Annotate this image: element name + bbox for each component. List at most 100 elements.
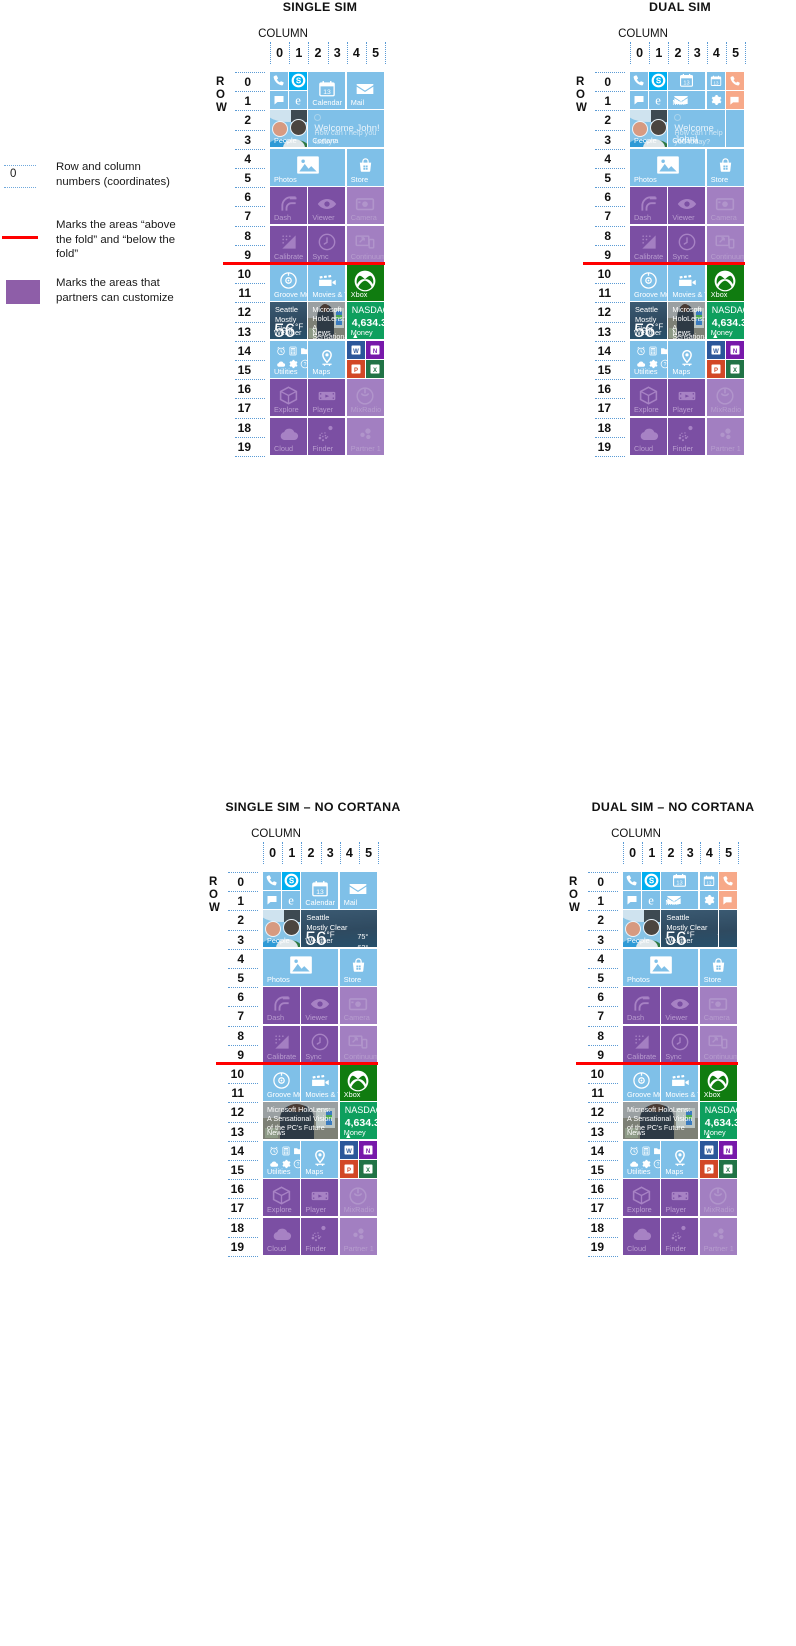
tile-store[interactable]: Store bbox=[346, 148, 384, 186]
tile-phone[interactable] bbox=[630, 72, 648, 90]
tile-mixradio[interactable]: MixRadio bbox=[699, 1179, 737, 1217]
tile-groove-music[interactable]: Groove Music bbox=[270, 264, 307, 301]
tile-word[interactable]: W bbox=[699, 1140, 718, 1159]
tile-excel[interactable]: X bbox=[359, 1160, 377, 1178]
tile-excel[interactable]: X bbox=[726, 360, 744, 378]
tile-explore[interactable]: Explore bbox=[263, 1179, 300, 1217]
tile-partner-extra[interactable]: Partner 1 bbox=[346, 417, 384, 455]
tile-messaging[interactable] bbox=[623, 891, 641, 909]
tile-partner-extra[interactable]: Partner 1 bbox=[699, 1217, 737, 1255]
tile-skype[interactable] bbox=[642, 872, 660, 890]
tile-calibrate[interactable]: Calibrate bbox=[270, 225, 307, 263]
tile-photos[interactable]: Photos bbox=[630, 148, 706, 186]
tile-people[interactable]: People bbox=[630, 110, 667, 148]
tile-phone-2[interactable] bbox=[719, 872, 737, 890]
tile-onenote[interactable]: N bbox=[366, 340, 384, 359]
tile-edge[interactable]: e bbox=[649, 91, 667, 109]
tile-groove-music[interactable]: Groove Music bbox=[623, 1064, 660, 1101]
tile-dash[interactable]: Dash bbox=[630, 187, 667, 225]
tile-finder[interactable]: Finder bbox=[668, 417, 706, 455]
tile-phone-2[interactable] bbox=[726, 72, 744, 90]
tile-utilities[interactable]: ? Utilities bbox=[263, 1140, 300, 1178]
tile-photos[interactable]: Photos bbox=[623, 948, 699, 986]
tile-edge[interactable]: e bbox=[642, 891, 660, 909]
tile-viewer[interactable]: Viewer bbox=[308, 187, 346, 225]
tile-phone[interactable] bbox=[263, 872, 281, 890]
tile-viewer[interactable]: Viewer bbox=[668, 187, 706, 225]
tile-finder[interactable]: Finder bbox=[308, 417, 346, 455]
tile-cloud[interactable]: Cloud bbox=[270, 417, 307, 455]
tile-camera[interactable]: Camera bbox=[706, 187, 744, 225]
tile-photos[interactable]: Photos bbox=[270, 148, 346, 186]
tile-xbox[interactable]: Xbox bbox=[706, 264, 744, 301]
tile-messaging-2[interactable] bbox=[726, 91, 744, 109]
tile-money[interactable]: NASDAQ 4,634.38 ▲ +1.39% 02/25/2015Money bbox=[339, 1102, 377, 1140]
tile-finder[interactable]: Finder bbox=[661, 1217, 699, 1255]
tile-camera[interactable]: Camera bbox=[339, 987, 377, 1025]
tile-photos[interactable]: Photos bbox=[263, 948, 339, 986]
tile-sync[interactable]: Sync bbox=[301, 1025, 339, 1063]
tile-player[interactable]: Player bbox=[661, 1179, 699, 1217]
tile-people[interactable]: People bbox=[263, 910, 300, 948]
tile-mixradio[interactable]: MixRadio bbox=[706, 379, 744, 417]
tile-continuum[interactable]: Continuum bbox=[706, 225, 744, 263]
tile-edge[interactable]: e bbox=[289, 91, 307, 109]
tile-groove-music[interactable]: Groove Music bbox=[263, 1064, 300, 1101]
tile-edge[interactable]: e bbox=[282, 891, 300, 909]
tile-powerpoint[interactable]: P bbox=[699, 1160, 718, 1178]
tile-mixradio[interactable]: MixRadio bbox=[346, 379, 384, 417]
tile-store[interactable]: Store bbox=[706, 148, 744, 186]
tile-viewer[interactable]: Viewer bbox=[661, 987, 699, 1025]
tile-messaging[interactable] bbox=[270, 91, 288, 109]
tile-word[interactable]: W bbox=[706, 340, 725, 359]
tile-mail[interactable]: Mail bbox=[339, 872, 377, 909]
tile-utilities[interactable]: ? Utilities bbox=[270, 340, 307, 378]
tile-explore[interactable]: Explore bbox=[623, 1179, 660, 1217]
tile-partner-extra[interactable]: Partner 1 bbox=[706, 417, 744, 455]
tile-money[interactable]: NASDAQ 4,634.38 ▲ +1.39% 02/25/2015Money bbox=[706, 302, 744, 340]
tile-settings[interactable] bbox=[699, 891, 718, 909]
tile-people[interactable]: People bbox=[623, 910, 660, 948]
tile-calibrate[interactable]: Calibrate bbox=[630, 225, 667, 263]
tile-maps[interactable]: Maps bbox=[668, 340, 706, 378]
tile-partner-extra[interactable]: Partner 1 bbox=[339, 1217, 377, 1255]
tile-settings[interactable] bbox=[706, 91, 725, 109]
tile-xbox[interactable]: Xbox bbox=[339, 1064, 377, 1101]
tile-skype[interactable] bbox=[649, 72, 667, 90]
tile-dash[interactable]: Dash bbox=[623, 987, 660, 1025]
tile-movies-tv[interactable]: Movies & TV bbox=[668, 264, 706, 301]
tile-news[interactable]: Microsoft HoloLens: A Sensational Vision… bbox=[263, 1102, 339, 1140]
tile-movies-tv[interactable]: Movies & TV bbox=[661, 1064, 699, 1101]
tile-cortana[interactable]: Welcome John! How can I help you today? C… bbox=[668, 110, 725, 148]
tile-player[interactable]: Player bbox=[301, 1179, 339, 1217]
tile-utilities[interactable]: ? Utilities bbox=[623, 1140, 660, 1178]
tile-onenote[interactable]: N bbox=[719, 1140, 737, 1159]
tile-excel[interactable]: X bbox=[366, 360, 384, 378]
tile-continuum[interactable]: Continuum bbox=[339, 1025, 377, 1063]
tile-cortana[interactable]: Welcome John! How can I help you today? C… bbox=[308, 110, 384, 148]
tile-calibrate[interactable]: Calibrate bbox=[263, 1025, 300, 1063]
tile-partner-slot[interactable] bbox=[726, 110, 744, 148]
tile-continuum[interactable]: Continuum bbox=[346, 225, 384, 263]
tile-xbox[interactable]: Xbox bbox=[699, 1064, 737, 1101]
tile-movies-tv[interactable]: Movies & TV bbox=[301, 1064, 339, 1101]
tile-maps[interactable]: Maps bbox=[661, 1140, 699, 1178]
tile-dash[interactable]: Dash bbox=[263, 987, 300, 1025]
tile-viewer[interactable]: Viewer bbox=[301, 987, 339, 1025]
tile-calendar-2[interactable]: 13 bbox=[706, 72, 725, 90]
tile-sync[interactable]: Sync bbox=[308, 225, 346, 263]
tile-camera[interactable]: Camera bbox=[346, 187, 384, 225]
tile-cloud[interactable]: Cloud bbox=[263, 1217, 300, 1255]
tile-messaging[interactable] bbox=[263, 891, 281, 909]
tile-groove-music[interactable]: Groove Music bbox=[630, 264, 667, 301]
tile-player[interactable]: Player bbox=[308, 379, 346, 417]
tile-powerpoint[interactable]: P bbox=[339, 1160, 358, 1178]
tile-calendar[interactable]: 13 Calendar bbox=[301, 872, 339, 909]
tile-phone[interactable] bbox=[623, 872, 641, 890]
tile-xbox[interactable]: Xbox bbox=[346, 264, 384, 301]
tile-messaging[interactable] bbox=[630, 91, 648, 109]
tile-word[interactable]: W bbox=[339, 1140, 358, 1159]
